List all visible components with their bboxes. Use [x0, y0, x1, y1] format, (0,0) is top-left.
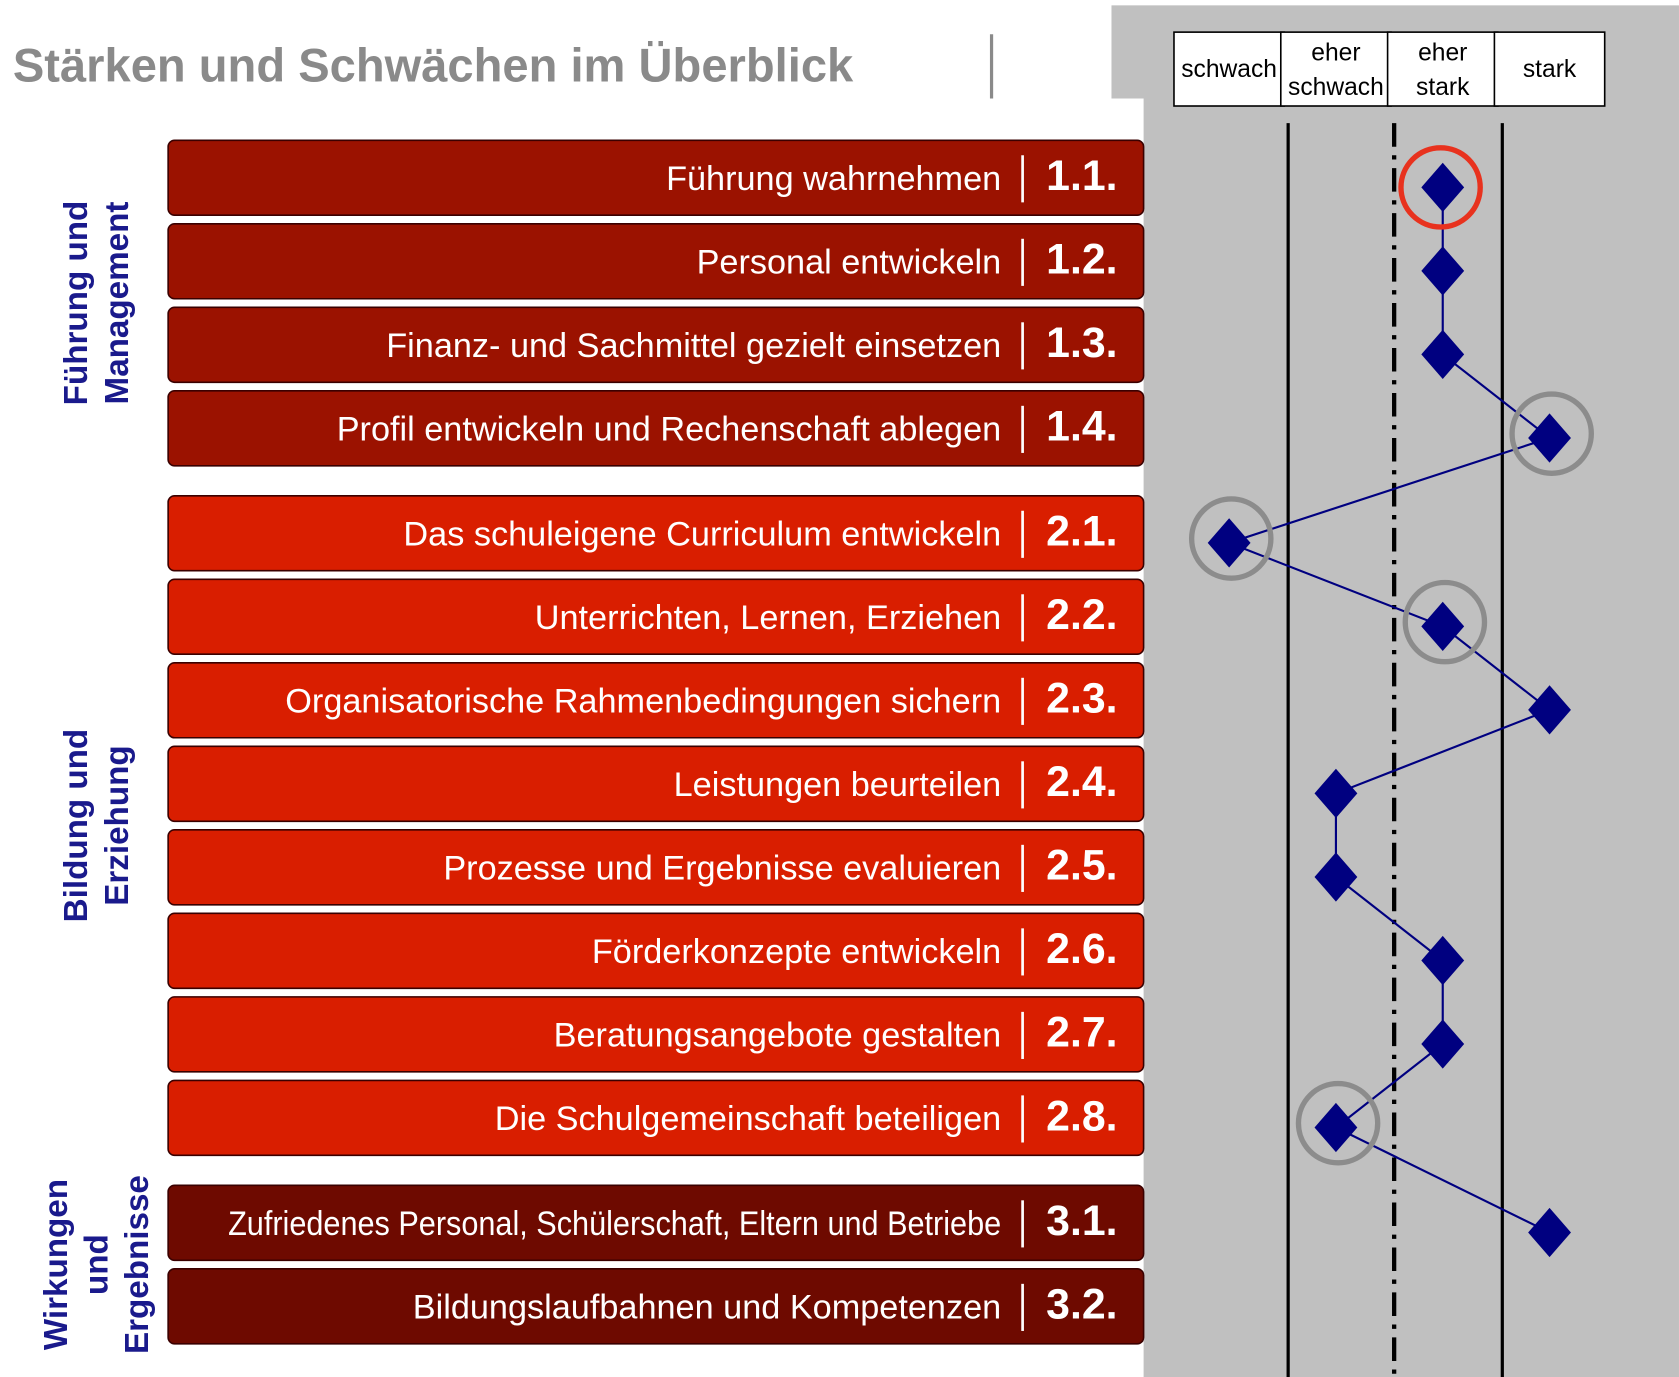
item-label: Personal entwickeln [697, 244, 1002, 282]
item-label: Führung wahrnehmen [666, 160, 1001, 198]
level-label: schwach [1181, 56, 1277, 83]
marker [1421, 162, 1465, 213]
title: Stärken und Schwächen im Überblick [13, 38, 854, 91]
group-label: Wirkungen und Ergebnisse [38, 1175, 156, 1354]
item-bar [167, 829, 1145, 906]
level-label: stark [1523, 56, 1577, 83]
item-code: 2.1. [1046, 508, 1117, 556]
item-code: 2.3. [1046, 675, 1117, 723]
highlight-circle [1398, 145, 1483, 230]
highlight-circle [1402, 579, 1488, 665]
level-box [1173, 31, 1286, 107]
level-box [1493, 31, 1606, 107]
item-label: Zufriedenes Personal, Schülerschaft, Elt… [228, 1205, 1001, 1243]
item-bar [167, 1268, 1145, 1345]
item-code: 2.6. [1046, 925, 1117, 973]
level-label: eher stark [1416, 39, 1470, 100]
item-code: 3.1. [1046, 1197, 1117, 1245]
item-label: Beratungsangebote gestalten [554, 1017, 1002, 1055]
item-label: Das schuleigene Curriculum entwickeln [403, 515, 1001, 553]
highlight-circle [1188, 496, 1274, 581]
marker [1528, 413, 1571, 463]
item-bar [167, 912, 1145, 990]
item-bar [167, 1184, 1145, 1262]
highlight-circle [1509, 391, 1594, 476]
marker [1314, 1102, 1358, 1153]
item-bar [167, 494, 1145, 572]
item-code: 1.2. [1046, 236, 1117, 284]
marker [1421, 601, 1465, 652]
item-bar [167, 661, 1145, 739]
item-code: 2.5. [1046, 842, 1117, 890]
highlight-circle [1295, 1080, 1381, 1166]
item-bar [167, 1079, 1145, 1157]
marker [1421, 935, 1465, 986]
group-label: Führung und Management [58, 201, 136, 406]
item-bar [167, 222, 1145, 300]
marker [1421, 246, 1465, 296]
item-code: 1.4. [1046, 403, 1117, 451]
item-code: 2.2. [1046, 591, 1117, 639]
item-code: 2.7. [1046, 1009, 1117, 1057]
group-label: Bildung und Erziehung [58, 729, 136, 923]
item-bar [167, 139, 1145, 217]
item-bar [167, 390, 1145, 467]
item-label: Unterrichten, Lernen, Erziehen [535, 599, 1001, 637]
item-label: Organisatorische Rahmenbedingungen siche… [285, 683, 1001, 721]
item-code: 2.4. [1046, 758, 1117, 806]
item-label: Förderkonzepte entwickeln [592, 933, 1001, 971]
item-label: Prozesse und Ergebnisse evaluieren [443, 850, 1001, 888]
item-code: 2.8. [1046, 1092, 1117, 1140]
item-label: Profil entwickeln und Rechenschaft ableg… [337, 411, 1001, 449]
marker [1314, 768, 1358, 819]
panel [1143, 98, 1679, 1377]
item-label: Bildungslaufbahnen und Kompetenzen [413, 1289, 1001, 1327]
item-label: Die Schulgemeinschaft beteiligen [495, 1100, 1001, 1138]
item-code: 3.2. [1046, 1281, 1117, 1329]
item-label: Finanz- und Sachmittel gezielt einsetzen [386, 327, 1001, 365]
item-bar [167, 578, 1145, 656]
item-code: 1.3. [1046, 319, 1117, 367]
marker [1314, 852, 1358, 902]
item-bar [167, 745, 1145, 823]
level-label: eher schwach [1288, 39, 1384, 100]
level-box [1279, 31, 1392, 107]
marker [1528, 685, 1571, 735]
item-bar [167, 306, 1145, 384]
marker [1207, 518, 1251, 568]
item-label: Leistungen beurteilen [674, 766, 1002, 804]
item-bar [167, 996, 1145, 1073]
item-code: 1.1. [1046, 152, 1117, 200]
